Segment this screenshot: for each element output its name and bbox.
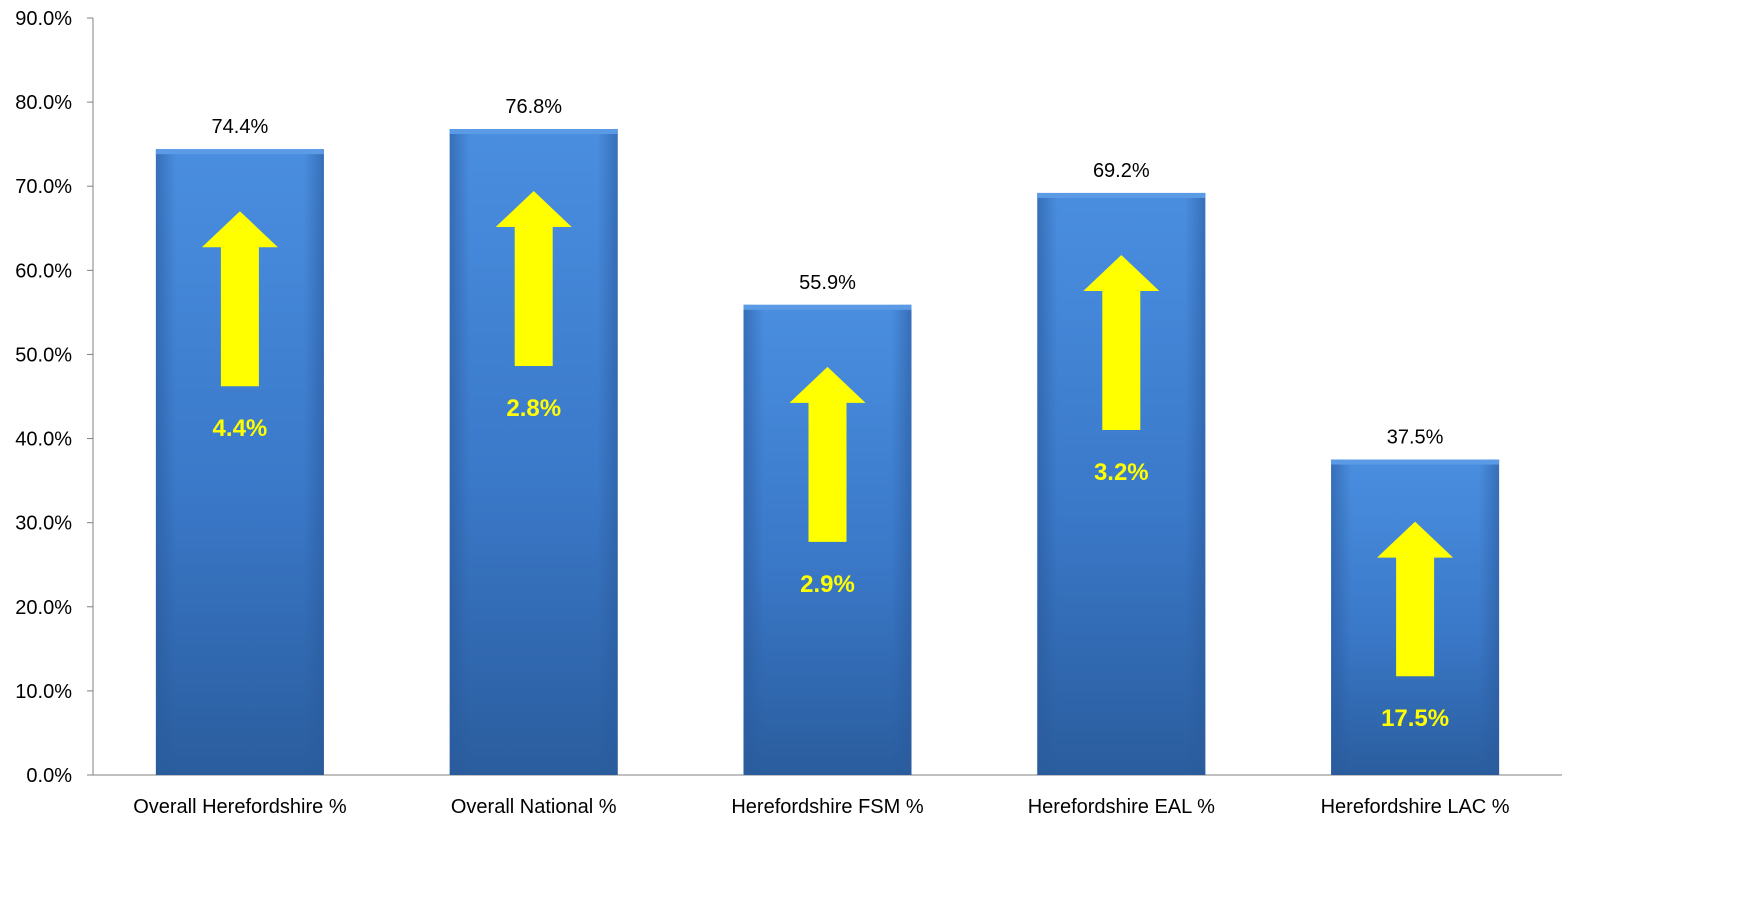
y-tick-label: 0.0% (26, 765, 72, 787)
x-tick-label: Herefordshire FSM % (731, 796, 923, 818)
y-tick-label: 60.0% (15, 260, 72, 282)
change-label: 3.2% (1094, 459, 1149, 486)
x-tick-label: Overall National % (451, 796, 617, 818)
change-label: 2.8% (506, 395, 561, 422)
x-tick-label: Herefordshire EAL % (1028, 796, 1215, 818)
up-arrow-icon (789, 366, 866, 542)
up-arrow-icon (201, 211, 278, 387)
up-arrow-icon (495, 191, 572, 367)
y-tick-label: 80.0% (15, 92, 72, 114)
y-tick-label: 20.0% (15, 597, 72, 619)
change-label: 4.4% (213, 415, 268, 442)
up-arrow-icon (1377, 521, 1454, 677)
change-label: 2.9% (800, 571, 855, 598)
y-tick-label: 40.0% (15, 429, 72, 451)
bar-top-bevel (743, 304, 912, 310)
bar-value-label: 55.9% (799, 272, 856, 294)
bar-top-bevel (449, 129, 618, 135)
bar-top-bevel (1331, 459, 1500, 465)
change-label: 17.5% (1381, 705, 1449, 732)
y-tick-label: 30.0% (15, 513, 72, 535)
x-tick-label: Overall Herefordshire % (133, 796, 347, 818)
bar-top-bevel (155, 149, 324, 155)
y-tick-label: 50.0% (15, 344, 72, 366)
bar-value-label: 37.5% (1387, 427, 1444, 449)
bar-top-bevel (1037, 192, 1206, 198)
y-tick-label: 10.0% (15, 681, 72, 703)
bar-value-label: 74.4% (212, 116, 269, 138)
y-tick-label: 70.0% (15, 176, 72, 198)
bar-value-label: 69.2% (1093, 160, 1150, 182)
up-arrow-icon (1083, 254, 1160, 430)
y-tick-label: 90.0% (15, 8, 72, 30)
bar-value-label: 76.8% (505, 96, 562, 118)
x-tick-label: Herefordshire LAC % (1321, 796, 1510, 818)
